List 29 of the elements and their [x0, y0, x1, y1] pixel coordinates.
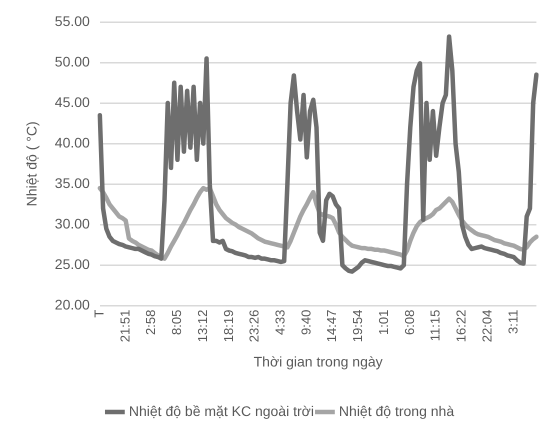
- legend-label: Nhiệt độ bề mặt KC ngoài trời: [128, 402, 314, 419]
- x-tick-label: 14:47: [324, 310, 340, 342]
- y-tick-label: 20.00: [54, 296, 90, 313]
- x-tick-label: 1:01: [376, 310, 391, 335]
- x-tick-label: 22:04: [479, 310, 494, 342]
- x-axis-title: Thời gian trong ngày: [254, 353, 383, 370]
- y-tick-label: 55.00: [54, 12, 90, 29]
- x-tick-label: T: [91, 310, 106, 318]
- x-tick-label: 18:19: [220, 310, 236, 342]
- x-tick-label: 9:40: [298, 310, 314, 335]
- x-tick-label: 6:08: [402, 310, 417, 335]
- y-tick-label: 50.00: [54, 53, 90, 70]
- x-tick-label: 16:22: [454, 310, 469, 342]
- y-tick-label: 35.00: [54, 174, 90, 191]
- y-tick-label: 30.00: [54, 215, 90, 232]
- x-tick-label: 21:51: [117, 310, 132, 342]
- legend-label: Nhiệt độ trong nhà: [338, 402, 454, 419]
- x-tick-label: 4:33: [272, 310, 288, 335]
- y-tick-label: 40.00: [54, 134, 90, 150]
- x-tick-label: 8:05: [169, 310, 184, 335]
- x-tick-label: 3:11: [505, 310, 520, 334]
- y-tick-label: 45.00: [54, 94, 90, 110]
- y-tick-label: 25.00: [54, 256, 90, 272]
- x-tick-label: 13:12: [194, 310, 210, 342]
- x-tick-label: 11:15: [428, 310, 443, 342]
- x-tick-label: 23:26: [246, 310, 262, 342]
- x-tick-label: 19:54: [350, 310, 366, 342]
- y-axis-title: Nhiệt độ ( °C): [23, 121, 40, 206]
- x-tick-label: 2:58: [143, 310, 158, 335]
